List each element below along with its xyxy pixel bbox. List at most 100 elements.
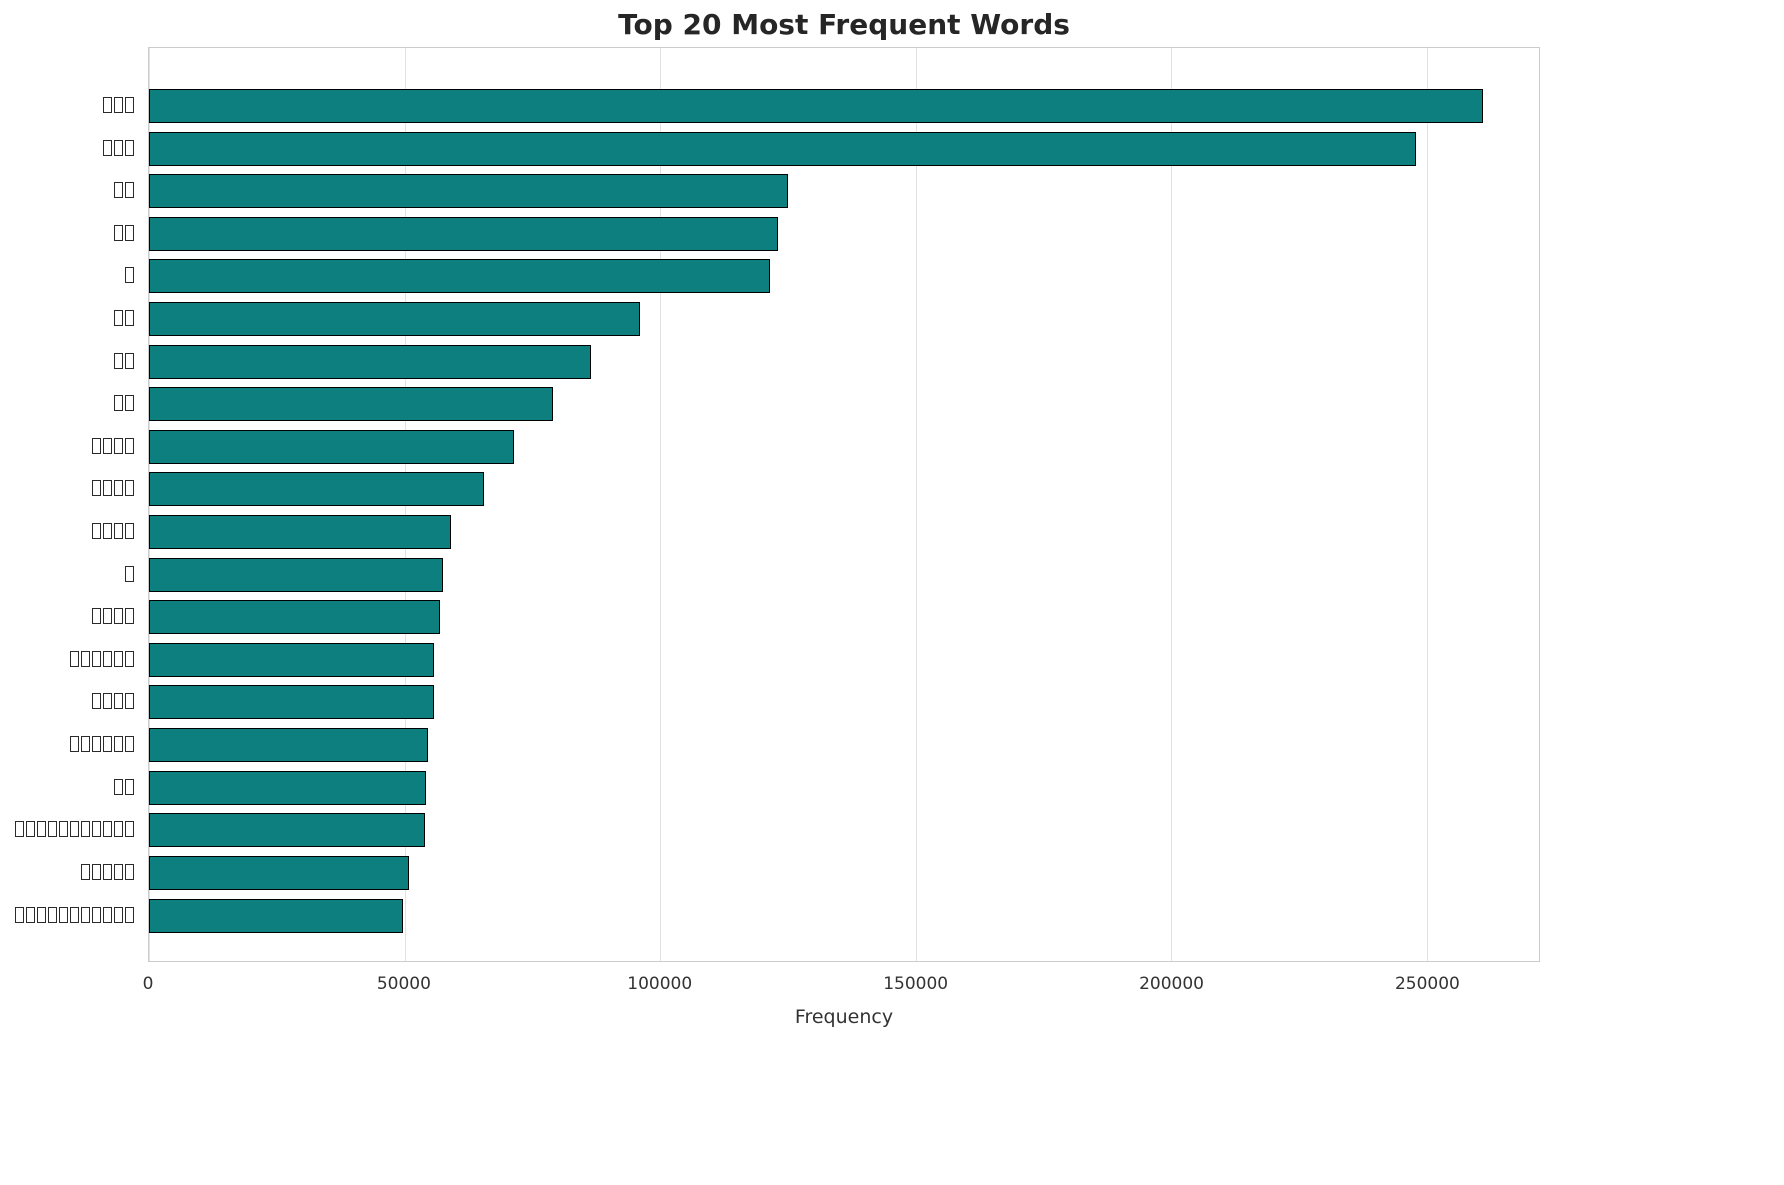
missing-glyph-box [125,352,134,369]
bar [149,642,435,677]
missing-glyph-box [81,650,90,667]
bar [149,344,592,379]
missing-glyph-box [125,310,134,327]
missing-glyph-box [103,437,112,454]
y-tick-label [113,778,135,795]
x-axis-label: Frequency [794,1006,894,1028]
missing-glyph-box [125,224,134,241]
y-tick-label [124,565,135,582]
missing-glyph-box [114,352,123,369]
gridline [660,48,662,961]
bar [149,600,441,635]
bar [149,728,428,763]
missing-glyph-box [70,906,79,923]
missing-glyph-box [125,267,134,284]
y-axis-labels [0,0,135,1185]
missing-glyph-box [92,437,101,454]
missing-glyph-box [92,650,101,667]
missing-glyph-box [125,182,134,199]
missing-glyph-box [114,608,123,625]
bar [149,685,434,720]
y-tick-label [14,821,135,838]
missing-glyph-box [37,906,46,923]
gridline [1171,48,1173,961]
missing-glyph-box [125,906,134,923]
y-tick-label [69,736,135,753]
missing-glyph-box [92,480,101,497]
y-tick-label [91,608,135,625]
missing-glyph-box [103,650,112,667]
x-tick-label: 200000 [1139,974,1204,994]
missing-glyph-box [114,480,123,497]
missing-glyph-box [103,863,112,880]
missing-glyph-box [59,821,68,838]
missing-glyph-box [70,736,79,753]
y-tick-label [124,267,135,284]
missing-glyph-box [125,523,134,540]
missing-glyph-box [26,821,35,838]
missing-glyph-box [103,608,112,625]
bar [149,855,409,890]
missing-glyph-box [114,693,123,710]
missing-glyph-box [81,863,90,880]
missing-glyph-box [114,736,123,753]
missing-glyph-box [125,863,134,880]
missing-glyph-box [103,139,112,156]
x-tick-label: 50000 [376,974,431,994]
x-tick-label: 150000 [883,974,949,994]
x-tick-label: 250000 [1394,974,1460,994]
missing-glyph-box [114,778,123,795]
missing-glyph-box [125,650,134,667]
bar [149,259,770,294]
missing-glyph-box [125,821,134,838]
missing-glyph-box [92,906,101,923]
missing-glyph-box [92,821,101,838]
missing-glyph-box [103,906,112,923]
missing-glyph-box [92,608,101,625]
missing-glyph-box [81,736,90,753]
y-tick-label [14,906,135,923]
y-tick-label [113,352,135,369]
gridline [915,48,917,961]
missing-glyph-box [92,693,101,710]
missing-glyph-box [114,97,123,113]
y-tick-label [69,650,135,667]
chart-title: Top 20 Most Frequent Words [618,8,1070,41]
bar [149,813,425,848]
missing-glyph-box [114,139,123,156]
missing-glyph-box [48,906,57,923]
bar [149,429,515,464]
y-tick-label [91,437,135,454]
missing-glyph-box [103,480,112,497]
missing-glyph-box [125,778,134,795]
missing-glyph-box [114,821,123,838]
bar [149,515,451,550]
missing-glyph-box [92,523,101,540]
bar [149,89,1483,123]
missing-glyph-box [103,736,112,753]
missing-glyph-box [92,863,101,880]
bar [149,898,404,933]
missing-glyph-box [70,650,79,667]
missing-glyph-box [37,821,46,838]
bar [149,770,427,805]
missing-glyph-box [59,906,68,923]
missing-glyph-box [125,480,134,497]
y-tick-label [91,480,135,497]
missing-glyph-box [125,565,134,582]
y-tick-label [113,395,135,412]
missing-glyph-box [114,650,123,667]
missing-glyph-box [48,821,57,838]
missing-glyph-box [125,139,134,156]
missing-glyph-box [103,821,112,838]
missing-glyph-box [70,821,79,838]
missing-glyph-box [92,736,101,753]
missing-glyph-box [114,224,123,241]
missing-glyph-box [103,97,112,113]
missing-glyph-box [103,523,112,540]
missing-glyph-box [125,736,134,753]
missing-glyph-box [15,821,24,838]
y-tick-label [113,224,135,241]
missing-glyph-box [125,608,134,625]
